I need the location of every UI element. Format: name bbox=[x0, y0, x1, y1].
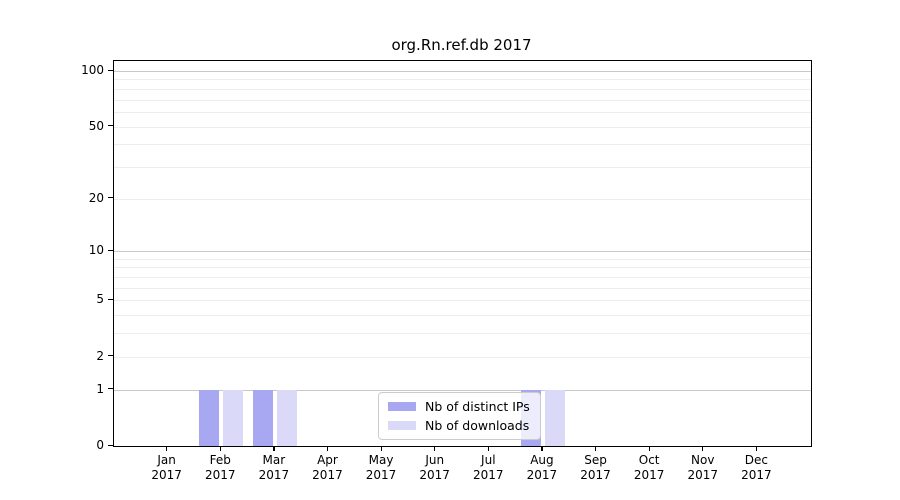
y-tick-mark bbox=[108, 298, 114, 301]
y-tick-mark bbox=[108, 444, 114, 446]
bar-downloads-mar bbox=[276, 389, 297, 446]
y-tick-mark bbox=[108, 197, 114, 199]
y-tick-mark bbox=[108, 69, 114, 71]
legend-item-distinct-ips: Nb of distinct IPs bbox=[388, 399, 530, 414]
x-tick-month: Feb bbox=[209, 453, 231, 467]
gridline-major bbox=[114, 251, 811, 253]
y-tick-label: 0 bbox=[96, 438, 104, 452]
x-tick-label: Apr 2017 bbox=[295, 453, 359, 483]
gridline-minor bbox=[114, 277, 811, 279]
x-tick-month: Dec bbox=[744, 453, 768, 467]
x-tick-label: Jan 2017 bbox=[135, 453, 199, 483]
y-tick-label: 50 bbox=[88, 118, 104, 133]
x-tick-mark bbox=[487, 446, 489, 451]
bar-distinct-ips-feb bbox=[199, 389, 220, 446]
gridline-minor bbox=[114, 111, 811, 113]
gridline-minor bbox=[114, 166, 811, 168]
y-tick-mark bbox=[108, 249, 114, 251]
x-tick-label: Jun 2017 bbox=[403, 453, 467, 483]
bar-downloads-aug bbox=[544, 389, 565, 446]
x-tick-label: Oct 2017 bbox=[617, 453, 681, 483]
legend-item-downloads: Nb of downloads bbox=[388, 418, 530, 433]
x-tick-month: Jan bbox=[157, 453, 176, 467]
gridline-major bbox=[114, 198, 811, 200]
gridline-minor bbox=[114, 258, 811, 260]
x-tick-year: 2017 bbox=[473, 468, 504, 482]
gridline-minor bbox=[114, 315, 811, 317]
x-tick-mark bbox=[326, 446, 329, 451]
x-tick-year: 2017 bbox=[365, 468, 397, 482]
gridline-minor bbox=[114, 88, 811, 90]
x-tick-mark bbox=[541, 446, 543, 451]
x-tick-year: 2017 bbox=[258, 468, 290, 482]
x-tick-label: May 2017 bbox=[349, 453, 413, 483]
gridline-major bbox=[114, 300, 811, 302]
x-tick-year: 2017 bbox=[741, 468, 772, 482]
x-tick-month: May bbox=[368, 453, 394, 467]
gridline-minor bbox=[114, 144, 811, 146]
bar-downloads-feb bbox=[223, 389, 244, 446]
y-tick-mark bbox=[108, 125, 114, 127]
x-tick-mark bbox=[702, 446, 704, 451]
x-tick-label: Jul 2017 bbox=[456, 453, 520, 483]
y-tick-label: 2 bbox=[96, 348, 104, 363]
x-tick-month: Sep bbox=[584, 453, 607, 467]
y-tick-label: 100 bbox=[81, 63, 104, 77]
x-tick-label: Sep 2017 bbox=[564, 453, 628, 483]
legend-label-downloads: Nb of downloads bbox=[425, 418, 530, 433]
gridline-minor bbox=[114, 267, 811, 269]
x-tick-label: Dec 2017 bbox=[724, 453, 788, 483]
x-tick-month: Oct bbox=[638, 453, 660, 467]
legend: Nb of distinct IPs Nb of downloads bbox=[378, 392, 541, 440]
x-tick-month: Jul bbox=[481, 453, 496, 467]
gridline-major bbox=[114, 71, 811, 72]
x-tick-label: Feb 2017 bbox=[188, 453, 252, 483]
x-tick-year: 2017 bbox=[312, 468, 343, 482]
x-tick-year: 2017 bbox=[419, 468, 450, 482]
legend-label-distinct-ips: Nb of distinct IPs bbox=[425, 399, 530, 414]
gridline-minor bbox=[114, 79, 811, 81]
gridline-minor bbox=[114, 99, 811, 101]
x-tick-year: 2017 bbox=[687, 468, 719, 482]
y-tick-label: 10 bbox=[88, 243, 104, 258]
x-tick-year: 2017 bbox=[633, 468, 665, 482]
x-tick-mark bbox=[380, 446, 382, 451]
x-tick-month: Jun bbox=[425, 453, 445, 467]
legend-swatch-distinct-ips bbox=[388, 402, 416, 411]
gridline-major bbox=[114, 126, 811, 128]
gridline-major bbox=[114, 356, 811, 358]
plot-area: Nb of distinct IPs Nb of downloads bbox=[113, 60, 812, 447]
x-tick-mark bbox=[755, 446, 758, 451]
y-tick-mark bbox=[108, 355, 114, 357]
x-tick-month: Nov bbox=[691, 453, 715, 467]
x-tick-year: 2017 bbox=[580, 468, 611, 482]
x-tick-month: Aug bbox=[530, 453, 554, 467]
x-tick-label: Aug 2017 bbox=[510, 453, 574, 483]
x-tick-month: Apr bbox=[317, 453, 338, 467]
x-tick-mark bbox=[166, 446, 168, 451]
x-tick-month: Mar bbox=[262, 453, 286, 467]
chart-title: org.Rn.ref.db 2017 bbox=[391, 36, 532, 54]
gridline-minor bbox=[114, 333, 811, 335]
y-tick-label: 5 bbox=[96, 292, 104, 307]
x-tick-mark bbox=[595, 446, 597, 451]
x-tick-label: Nov 2017 bbox=[671, 453, 735, 483]
legend-swatch-downloads bbox=[388, 421, 416, 430]
x-tick-year: 2017 bbox=[151, 468, 182, 482]
gridline-minor bbox=[114, 287, 811, 289]
x-tick-mark bbox=[273, 446, 275, 451]
y-tick-mark bbox=[108, 388, 114, 390]
x-tick-mark bbox=[434, 446, 436, 451]
y-tick-label: 20 bbox=[88, 190, 104, 205]
bar-distinct-ips-mar bbox=[252, 389, 273, 446]
y-tick-label: 1 bbox=[96, 381, 104, 396]
x-tick-year: 2017 bbox=[526, 468, 558, 482]
gridline-major bbox=[114, 389, 811, 391]
x-tick-mark bbox=[219, 446, 221, 451]
x-tick-label: Mar 2017 bbox=[242, 453, 306, 483]
x-tick-mark bbox=[648, 446, 650, 451]
x-tick-year: 2017 bbox=[204, 468, 236, 482]
